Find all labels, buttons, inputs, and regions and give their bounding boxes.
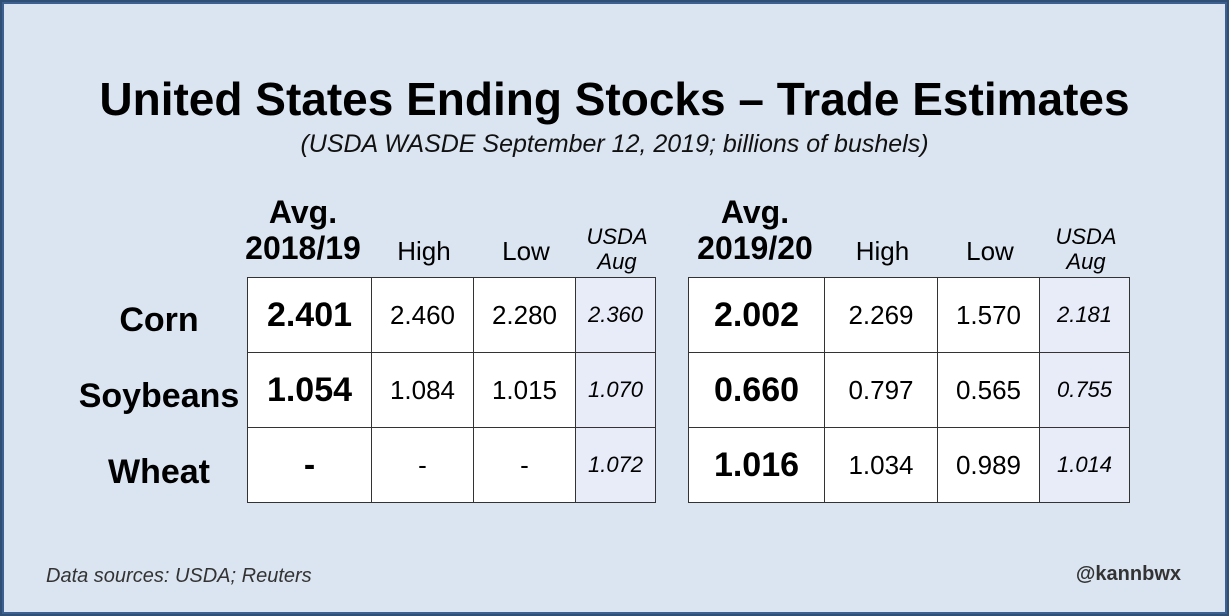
- cell-avg: -: [247, 427, 372, 503]
- header-avg-2019-20: Avg. 2019/20: [684, 194, 826, 266]
- cell-high: -: [371, 427, 474, 503]
- header-year-label: 2018/19: [245, 230, 361, 266]
- header-year-label: 2019/20: [697, 230, 813, 266]
- header-avg-label: Avg.: [268, 194, 338, 230]
- cell-avg: 2.002: [688, 277, 825, 353]
- cell-usda-aug: 1.014: [1039, 427, 1130, 503]
- cell-low: 1.570: [937, 277, 1040, 353]
- cell-avg: 0.660: [688, 352, 825, 428]
- header-low-2018-19: Low: [502, 236, 550, 266]
- row-label-soybeans: Soybeans: [78, 377, 240, 415]
- cell-usda-aug: 1.072: [575, 427, 656, 503]
- header-avg-2018-19: Avg. 2018/19: [233, 194, 373, 266]
- cell-low: 0.565: [937, 352, 1040, 428]
- cell-low: -: [473, 427, 576, 503]
- cell-low: 0.989: [937, 427, 1040, 503]
- cell-usda-aug: 2.181: [1039, 277, 1130, 353]
- header-usda-label: USDA: [1055, 224, 1117, 249]
- cell-usda-aug: 1.070: [575, 352, 656, 428]
- table-row: 1.016 1.034 0.989 1.014: [688, 427, 1130, 503]
- author-handle: @kannbwx: [1075, 563, 1181, 585]
- table-row: 2.002 2.269 1.570 2.181: [688, 277, 1130, 353]
- header-high-2019-20: High: [855, 236, 910, 266]
- table-row: 0.660 0.797 0.565 0.755: [688, 352, 1130, 428]
- row-label-corn: Corn: [119, 301, 199, 339]
- header-high-2018-19: High: [397, 236, 451, 266]
- cell-high: 0.797: [824, 352, 938, 428]
- page-subtitle: (USDA WASDE September 12, 2019; billions…: [300, 130, 929, 158]
- data-source-note: Data sources: USDA; Reuters: [46, 565, 312, 587]
- header-usda-label: USDA: [586, 224, 648, 249]
- cell-high: 2.460: [371, 277, 474, 353]
- cell-low: 2.280: [473, 277, 576, 353]
- cell-avg: 1.054: [247, 352, 372, 428]
- header-low-2019-20: Low: [966, 236, 1014, 266]
- header-avg-label: Avg.: [720, 194, 790, 230]
- page-title: United States Ending Stocks – Trade Esti…: [99, 73, 1130, 125]
- header-usda-aug-2018-19: USDA Aug: [577, 224, 657, 274]
- table-row: 1.054 1.084 1.015 1.070: [247, 352, 656, 428]
- row-label-wheat: Wheat: [108, 453, 210, 491]
- cell-high: 1.034: [824, 427, 938, 503]
- cell-avg: 1.016: [688, 427, 825, 503]
- cell-high: 2.269: [824, 277, 938, 353]
- header-aug-label: Aug: [1066, 249, 1106, 274]
- cell-low: 1.015: [473, 352, 576, 428]
- cell-high: 1.084: [371, 352, 474, 428]
- table-row: - - - 1.072: [247, 427, 656, 503]
- table-row: 2.401 2.460 2.280 2.360: [247, 277, 656, 353]
- cell-usda-aug: 2.360: [575, 277, 656, 353]
- cell-usda-aug: 0.755: [1039, 352, 1130, 428]
- header-aug-label: Aug: [597, 249, 637, 274]
- table-2019-20: 2.002 2.269 1.570 2.181 0.660 0.797 0.56…: [688, 277, 1130, 503]
- header-usda-aug-2019-20: USDA Aug: [1041, 224, 1131, 274]
- cell-avg: 2.401: [247, 277, 372, 353]
- table-2018-19: 2.401 2.460 2.280 2.360 1.054 1.084 1.01…: [247, 277, 656, 503]
